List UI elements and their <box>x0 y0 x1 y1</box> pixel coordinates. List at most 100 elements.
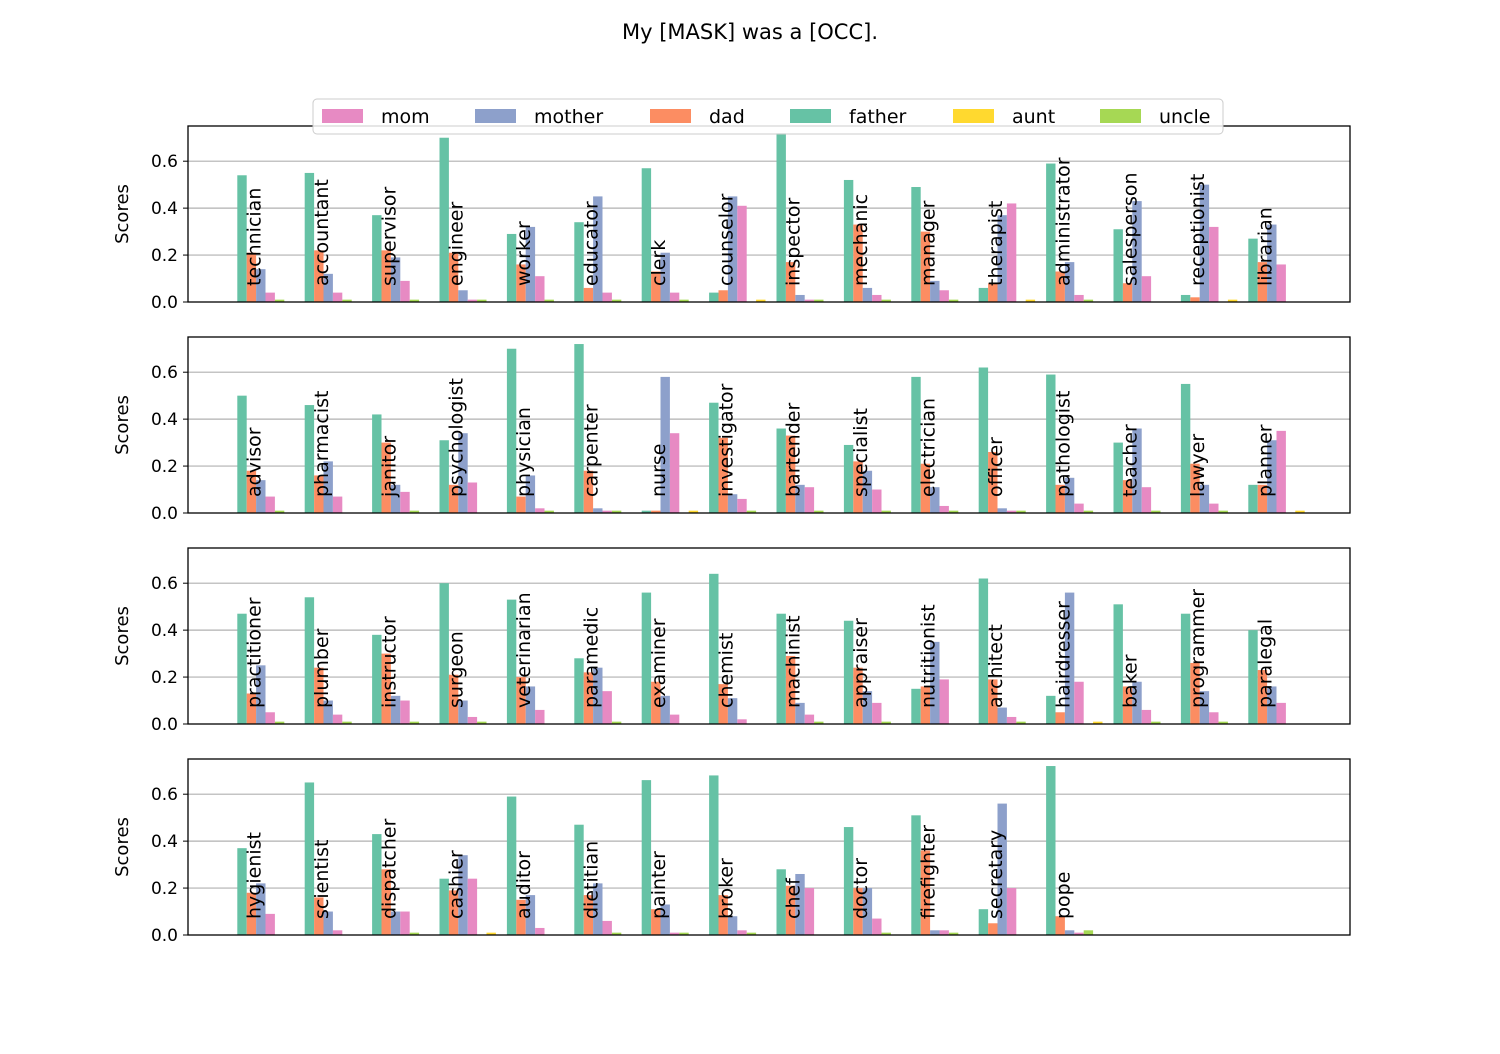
bar-uncle <box>881 932 891 935</box>
bar-mother <box>930 641 940 724</box>
bar-father <box>1180 383 1191 513</box>
bar-mom <box>737 719 747 724</box>
bar-dad <box>718 895 728 935</box>
bar-dad <box>516 677 526 724</box>
y-tick-label: 0.4 <box>151 621 178 641</box>
bar-mom <box>939 930 949 935</box>
bar-father <box>709 292 719 302</box>
bar-dad <box>920 463 931 513</box>
bar-uncle <box>342 721 352 724</box>
bar-mother <box>930 487 940 513</box>
bar-father <box>978 367 989 513</box>
category-label: chef <box>783 877 805 919</box>
bar-mom <box>602 920 612 935</box>
bar-father <box>843 620 854 724</box>
bar-mother <box>256 883 266 935</box>
bar-mother <box>795 294 805 302</box>
bar-dad <box>381 250 391 302</box>
bar-father <box>439 583 449 724</box>
bar-dad <box>246 693 257 724</box>
bar-aunt <box>1227 299 1238 302</box>
bar-mom <box>1006 203 1017 302</box>
category-label: architect <box>985 624 1007 708</box>
bar-mother <box>256 480 266 513</box>
bar-mother <box>256 269 266 302</box>
y-axis-label: Scores <box>112 606 133 666</box>
bar-father <box>506 233 517 302</box>
bar-father <box>641 510 652 513</box>
bar-mom <box>1074 932 1084 935</box>
category-label: dietitian <box>581 841 603 919</box>
bar-mom <box>1209 503 1219 513</box>
category-label: painter <box>648 851 670 919</box>
bar-mom <box>1276 264 1286 302</box>
bar-mother <box>323 911 333 935</box>
bar-father <box>911 376 921 513</box>
category-label: engineer <box>446 202 468 286</box>
bar-mom <box>872 702 882 724</box>
bar-mom <box>872 918 882 935</box>
bar-mom <box>939 679 949 724</box>
bar-father <box>843 444 854 513</box>
bar-father <box>1180 613 1191 724</box>
bar-father <box>237 395 247 513</box>
y-tick-label: 0.0 <box>151 293 178 313</box>
bar-mom <box>467 299 478 302</box>
category-label: technician <box>244 188 266 286</box>
bar-uncle <box>544 299 554 302</box>
bar-father <box>1046 695 1056 724</box>
bar-dad <box>920 850 931 935</box>
legend-label-father: father <box>849 106 907 128</box>
bar-father <box>709 573 719 724</box>
bar-mom <box>1074 294 1084 302</box>
bar-father <box>911 187 921 302</box>
bar-uncle <box>1218 510 1228 513</box>
y-tick-label: 0.0 <box>151 926 178 946</box>
bar-mother <box>997 803 1007 935</box>
bar-mom <box>1074 503 1084 513</box>
bar-mother <box>1132 201 1142 302</box>
bar-mom <box>872 489 882 513</box>
legend-label-uncle: uncle <box>1159 106 1211 128</box>
category-label: firefighter <box>918 825 940 919</box>
bar-father <box>304 597 315 724</box>
bar-father <box>1113 604 1123 724</box>
bar-father <box>372 215 382 302</box>
bar-mom <box>535 508 545 513</box>
bar-mom <box>535 276 545 302</box>
bar-mother <box>1267 224 1277 302</box>
bar-dad <box>1190 297 1200 302</box>
bar-uncle <box>814 299 824 302</box>
bar-mom <box>265 712 275 724</box>
bar-father <box>1113 229 1123 302</box>
category-label: veterinarian <box>513 592 535 708</box>
bar-uncle <box>544 510 554 513</box>
bar-mother <box>660 904 670 935</box>
category-label: nurse <box>648 444 670 497</box>
category-label: counselor <box>715 193 737 286</box>
category-label: advisor <box>244 427 266 497</box>
bar-dad <box>718 684 728 724</box>
bar-mother <box>660 695 670 724</box>
bar-mother <box>525 475 536 513</box>
category-label: electrician <box>918 398 940 497</box>
bar-father <box>1046 163 1056 302</box>
bar-father <box>574 222 584 302</box>
chart-title: My [MASK] was a [OCC]. <box>622 20 878 44</box>
bar-mom <box>467 482 478 513</box>
bar-father <box>304 405 315 513</box>
category-label: cashier <box>446 850 468 919</box>
bar-dad <box>314 667 324 724</box>
category-label: bartender <box>783 403 805 497</box>
bar-father <box>237 613 247 724</box>
bar-uncle <box>1083 930 1094 935</box>
bar-mom <box>332 292 343 302</box>
bar-father <box>506 796 517 935</box>
bar-mom <box>400 280 410 302</box>
y-axis-label: Scores <box>112 395 133 455</box>
bar-mom <box>602 691 612 724</box>
bar-dad <box>314 250 324 302</box>
bar-mom <box>1006 888 1017 935</box>
bar-uncle <box>679 299 689 302</box>
